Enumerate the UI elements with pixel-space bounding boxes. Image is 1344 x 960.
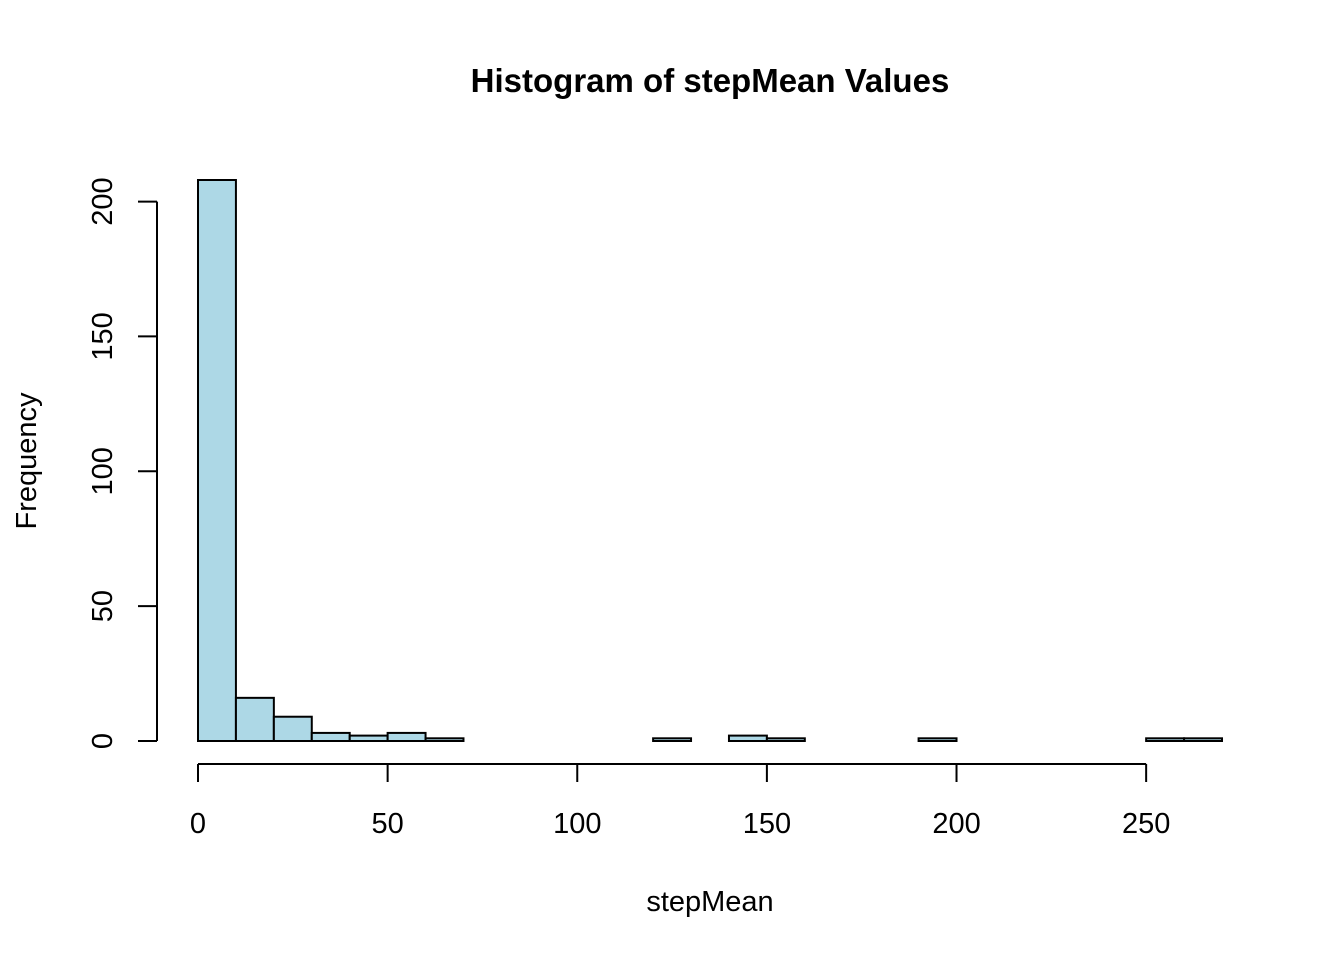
y-tick-label: 100	[87, 447, 119, 495]
histogram-bar	[197, 179, 237, 742]
histogram-bar	[1183, 737, 1224, 742]
histogram-bar	[652, 737, 693, 742]
histogram-bar	[386, 731, 427, 742]
histogram-bar	[234, 696, 275, 742]
histogram-bar	[348, 734, 389, 743]
x-tick-label: 200	[932, 808, 980, 840]
x-tick-label: 100	[553, 808, 601, 840]
chart-title: Histogram of stepMean Values	[471, 62, 950, 99]
x-axis-label: stepMean	[646, 886, 773, 918]
histogram-bar	[765, 737, 806, 742]
bars-group	[197, 179, 1224, 743]
y-tick-label: 200	[87, 177, 119, 225]
y-axis-label: Frequency	[11, 392, 43, 530]
histogram-bar	[310, 731, 351, 742]
x-axis: 0 50 100 150 200 250	[190, 763, 1170, 840]
y-tick-label: 50	[87, 590, 119, 622]
histogram-bar	[424, 737, 465, 742]
histogram-bar	[272, 715, 313, 742]
y-tick-label: 0	[87, 733, 119, 749]
x-tick-label: 250	[1122, 808, 1170, 840]
x-tick-label: 0	[190, 808, 206, 840]
histogram-bar	[1145, 737, 1186, 742]
y-axis: 0 50 100 150 200	[87, 177, 158, 749]
y-tick-label: 150	[87, 312, 119, 360]
x-tick-label: 150	[743, 808, 791, 840]
histogram-bar	[917, 737, 958, 742]
histogram-bar	[727, 734, 768, 743]
x-tick-label: 50	[371, 808, 403, 840]
